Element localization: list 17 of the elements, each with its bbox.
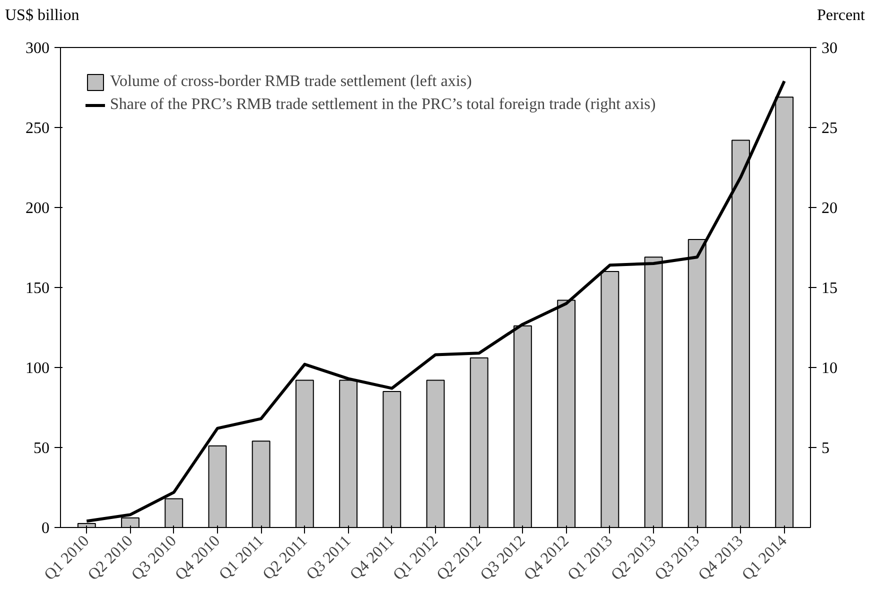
y2-tick-label: 30 <box>822 40 838 57</box>
y2-tick-label: 10 <box>822 360 838 377</box>
legend-label: Volume of cross-border RMB trade settlement (left axis) <box>110 73 472 91</box>
legend-label: Share of the PRC’s RMB trade settlement in the PRC’s total foreign trade (right axis) <box>110 96 656 114</box>
y-tick-label: 200 <box>26 200 50 217</box>
y2-tick-label: 20 <box>822 200 838 217</box>
y2-tick-label: 15 <box>822 280 838 297</box>
y-tick-label: 300 <box>26 40 50 57</box>
y-tick-label: 50 <box>34 440 50 457</box>
y-tick-label: 100 <box>26 360 50 377</box>
y-tick-label: 0 <box>42 520 50 537</box>
y-tick-label: 150 <box>26 280 50 297</box>
y2-axis-title: Percent <box>817 6 865 26</box>
y2-tick-label: 25 <box>822 120 838 137</box>
y-axis-title: US$ billion <box>5 6 80 26</box>
y2-tick-label: 5 <box>822 440 830 457</box>
y-tick-label: 250 <box>26 120 50 137</box>
